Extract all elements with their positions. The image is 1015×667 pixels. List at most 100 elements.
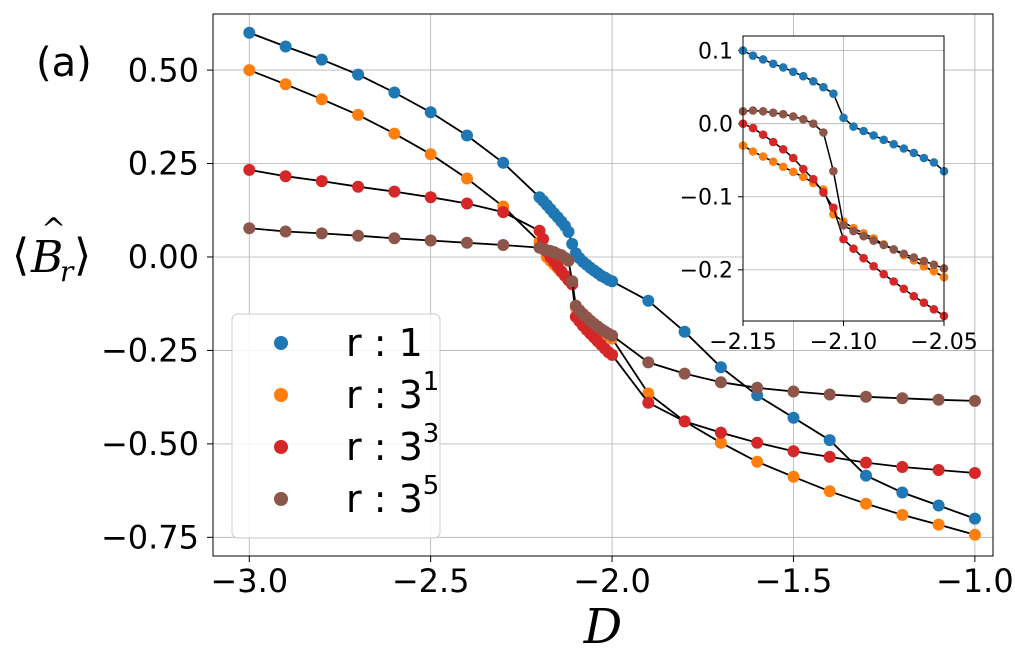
inset-data-point [799, 164, 808, 174]
inset-data-point [859, 253, 868, 263]
inset-data-point [919, 256, 929, 266]
main-data-point [461, 129, 473, 142]
main-data-point [896, 508, 909, 521]
y-axis-label-hat: ^ [41, 212, 66, 247]
inset-data-point [839, 113, 848, 123]
main-data-point [497, 156, 510, 169]
legend-marker [274, 492, 288, 506]
inset-data-point [809, 119, 818, 128]
inset-data-point [829, 166, 838, 176]
inset-data-point [748, 51, 758, 60]
inset-y-tick-label: 0.0 [698, 112, 733, 137]
main-data-point [461, 197, 473, 210]
main-data-point [642, 356, 655, 369]
main-data-point [388, 127, 401, 140]
y-axis-label-subscript: r [60, 255, 75, 288]
main-x-tick-labels: −3.0 −2.5 −2.0 −1.5 −1.0 [210, 562, 1013, 600]
inset-data-point [889, 139, 898, 149]
main-data-point [968, 467, 981, 479]
main-data-point [566, 275, 579, 288]
inset-data-point [748, 147, 758, 156]
main-x-tick-label: −1.0 [936, 562, 1014, 600]
inset-series-1 [738, 46, 949, 176]
main-data-point [315, 93, 328, 106]
main-data-point [932, 393, 945, 406]
inset-data-point [788, 112, 798, 121]
legend-entry: r : 31 [274, 367, 439, 417]
main-data-point [860, 456, 872, 469]
legend: r : 1r : 31r : 33r : 35 [231, 313, 441, 539]
main-data-point [424, 191, 437, 204]
inset-y-tick-label: −0.1 [680, 185, 733, 210]
inset-x-tick-label: −2.15 [709, 330, 776, 355]
main-data-point [606, 348, 619, 361]
legend-marker [274, 336, 288, 350]
inset-data-point [819, 82, 828, 92]
inset-data-point [929, 267, 939, 276]
inset-data-point [758, 55, 768, 64]
main-series-3 [243, 163, 981, 479]
main-data-point [642, 294, 655, 307]
inset-series [738, 46, 949, 321]
inset-y-tick-label: −0.2 [680, 259, 733, 284]
main-data-point [678, 325, 691, 338]
main-data-point [787, 445, 800, 458]
inset-y-tick-labels: 0.1 0.0 −0.1 −0.2 [680, 39, 733, 283]
main-data-point [388, 232, 401, 245]
main-data-point [823, 485, 836, 498]
main-data-point [606, 275, 619, 288]
inset-data-point [748, 123, 758, 133]
main-series-4 [243, 222, 981, 407]
x-axis-label: D [583, 599, 622, 655]
main-y-tick-label: 0.25 [128, 145, 199, 183]
inset-data-point [849, 244, 858, 253]
inset-data-point [768, 157, 778, 166]
main-data-point [497, 206, 510, 219]
main-data-point [566, 237, 579, 250]
main-y-tick-label: 0.50 [128, 51, 199, 89]
main-data-point [606, 329, 619, 342]
inset-data-point [909, 148, 919, 158]
inset-series-3 [738, 119, 949, 321]
main-data-point [714, 361, 727, 374]
main-plot: −3.0 −2.5 −2.0 −1.5 −1.0 0.50 0.25 0.00 −0.25 −0… [101, 13, 1014, 600]
main-x-tick-label: −2.0 [573, 562, 651, 600]
inset-data-point [849, 226, 858, 236]
inset-data-point [748, 106, 758, 115]
legend-entry: r : 1 [274, 321, 423, 365]
main-plot-frame [212, 13, 994, 557]
main-data-point [243, 163, 256, 176]
main-data-point [787, 411, 800, 424]
main-data-point [497, 239, 510, 251]
main-data-point [860, 390, 872, 403]
main-data-point [352, 108, 365, 121]
main-data-point [751, 436, 764, 449]
main-y-tick-label: −0.50 [101, 425, 199, 463]
main-y-tick-label: 0.00 [128, 238, 199, 276]
inset-data-point [788, 167, 798, 177]
inset-data-point [919, 153, 929, 163]
main-data-point [896, 486, 909, 499]
inset-data-point [799, 71, 808, 81]
inset-data-point [859, 231, 868, 241]
main-data-point [932, 518, 945, 531]
main-data-point [315, 53, 328, 66]
inset-data-point [899, 284, 909, 294]
inset-data-point [919, 298, 929, 308]
y-axis-label: ⟨ B ^ r ⟩ [12, 212, 91, 288]
main-data-point [787, 385, 800, 398]
inset-data-point [758, 152, 768, 161]
legend-label: r : 33 [346, 419, 439, 469]
inset-data-point [839, 221, 848, 230]
main-data-point [388, 185, 401, 198]
inset-data-point [879, 269, 888, 279]
legend-label: r : 31 [346, 367, 439, 417]
main-data-point [678, 415, 691, 428]
main-data-point [896, 461, 909, 473]
inset-x-tick-labels: −2.15 −2.10 −2.05 [709, 330, 977, 355]
main-data-point [968, 512, 981, 525]
main-data-point [642, 387, 655, 400]
inset-data-point [899, 144, 909, 153]
inset-data-point [768, 108, 778, 117]
